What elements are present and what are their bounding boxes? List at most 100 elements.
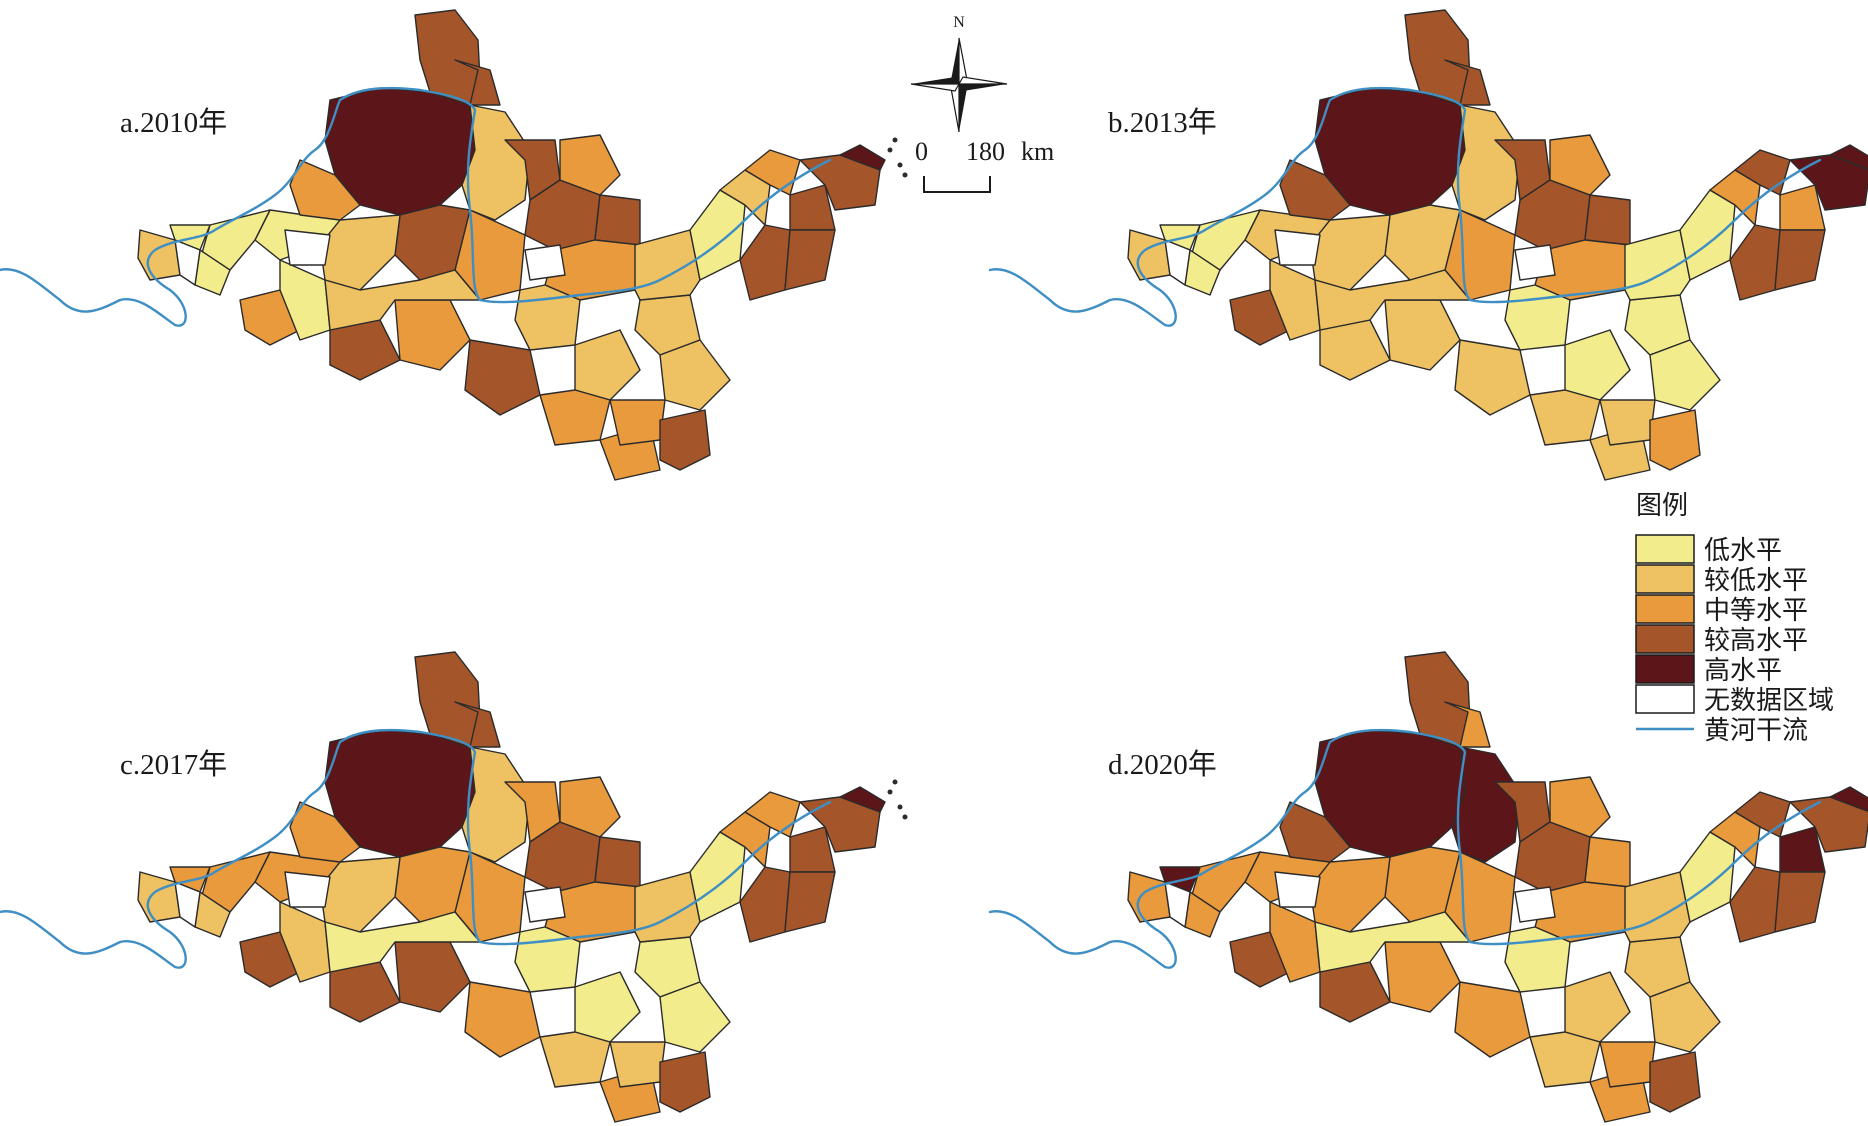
- island: [887, 147, 893, 153]
- no-data-area: [174, 881, 201, 928]
- region-shandong-w2: [689, 831, 746, 923]
- region-south-tip: [1649, 1051, 1701, 1113]
- region-guanzhong: [324, 269, 481, 331]
- region-henan-e2: [659, 981, 731, 1053]
- region-henan-c2: [539, 1031, 611, 1088]
- region-shanxi-c1: [1584, 836, 1631, 888]
- legend-swatch-medium: [1635, 594, 1695, 624]
- regions-a: [137, 9, 908, 481]
- region-shandong-w1: [1624, 229, 1691, 301]
- region-shanxi-c1: [594, 836, 641, 888]
- region-north-east-1: [1444, 701, 1491, 748]
- no-data-area: [284, 871, 331, 908]
- region-henan-w: [464, 981, 541, 1058]
- island: [892, 137, 898, 143]
- region-henan-e3: [609, 399, 666, 446]
- region-henan-w: [1454, 981, 1531, 1058]
- scale-end: 180: [966, 137, 1005, 166]
- no-data-area: [524, 886, 566, 923]
- region-shandong-w2: [1679, 831, 1736, 923]
- region-shandong-n: [744, 791, 801, 838]
- panel-label-b: b.2013年: [1108, 106, 1217, 139]
- region-shaanxi-s3: [394, 299, 471, 371]
- region-shaanxi-s2: [1319, 961, 1391, 1023]
- legend-swatch-high: [1635, 654, 1695, 684]
- region-shanxi-n: [1549, 776, 1611, 838]
- region-henan-e2: [1649, 339, 1721, 411]
- region-shanxi-n: [559, 776, 621, 838]
- panel-label-d: d.2020年: [1108, 748, 1217, 781]
- region-henan-c1: [574, 971, 641, 1043]
- legend-title: 图例: [1636, 491, 1688, 521]
- scale-bar: 0 180 km: [915, 137, 1054, 193]
- region-henan-e3: [1599, 1041, 1656, 1088]
- region-jiaodong-tip: [1829, 144, 1868, 170]
- region-henan-e3: [1599, 399, 1656, 446]
- map-panel-c: c.2017年: [0, 651, 908, 1123]
- region-ningxia: [1279, 159, 1351, 221]
- island: [892, 779, 898, 785]
- region-shaanxi-s3: [394, 941, 471, 1013]
- region-shaanxi-s2: [329, 319, 401, 381]
- region-jiaodong-tip: [839, 786, 886, 813]
- island: [887, 789, 893, 795]
- region-shaanxi-s3: [1384, 941, 1461, 1013]
- region-henan-c1: [1564, 971, 1631, 1043]
- region-shanxi-n: [559, 134, 621, 196]
- region-shandong-c2: [739, 224, 791, 301]
- regions-c: [137, 651, 908, 1123]
- regions-d: [1127, 651, 1868, 1123]
- north-letter: N: [953, 14, 965, 31]
- region-north-east-1: [454, 59, 501, 106]
- region-shaanxi-s1: [279, 901, 331, 983]
- region-shandong-coast2: [784, 229, 836, 291]
- no-data-area: [1514, 244, 1556, 281]
- no-data-area: [174, 239, 201, 286]
- region-east-of-ordos: [461, 104, 531, 221]
- legend-label-low: 低水平: [1704, 536, 1782, 566]
- region-south-tip: [659, 1051, 711, 1113]
- region-shandong-w2: [689, 189, 746, 281]
- region-shandong-w2: [1679, 189, 1736, 281]
- region-shanxi-n: [1549, 134, 1611, 196]
- region-east-of-ordos: [1451, 746, 1521, 863]
- no-data-area: [1274, 871, 1321, 908]
- legend-swatch-nodata: [1635, 684, 1695, 714]
- no-data-area: [524, 244, 566, 281]
- no-data-area: [1164, 881, 1191, 928]
- region-jiaodong-tip: [1829, 786, 1868, 812]
- region-henan-c1: [1564, 329, 1631, 401]
- region-shandong-coast2: [784, 871, 836, 933]
- region-shandong-c2: [739, 866, 791, 943]
- region-shandong-c2: [1729, 224, 1781, 301]
- region-shandong-c2: [1729, 866, 1781, 943]
- region-henan-c2: [539, 389, 611, 446]
- region-henan-e2: [1649, 981, 1721, 1053]
- scale-bar-line: [923, 176, 991, 193]
- region-shanxi-c1: [1584, 194, 1631, 246]
- map-panel-a: a.2010年: [0, 9, 908, 481]
- region-shandong-coast2: [1774, 871, 1826, 933]
- yellow-river-b: [988, 86, 1822, 327]
- region-henan-c1: [574, 329, 641, 401]
- region-shanxi-c1: [594, 194, 641, 246]
- scale-unit: km: [1021, 137, 1054, 166]
- legend-swatch-low: [1635, 534, 1695, 564]
- region-shandong-n: [1734, 149, 1791, 196]
- legend-label-high: 高水平: [1704, 656, 1782, 686]
- no-data-area: [284, 229, 331, 266]
- region-east-of-ordos: [1451, 104, 1521, 221]
- region-east-of-ordos: [461, 746, 531, 863]
- map-panel-b: b.2013年: [988, 9, 1868, 481]
- region-shandong-coast2: [1774, 229, 1826, 291]
- legend-label-medium: 中等水平: [1704, 596, 1808, 626]
- no-data-area: [1514, 886, 1556, 923]
- island: [897, 162, 903, 168]
- region-shandong-w1: [634, 229, 701, 301]
- region-henan-w: [1454, 339, 1531, 416]
- region-shaanxi-s1: [1269, 259, 1321, 341]
- legend-label-river: 黄河干流: [1704, 716, 1808, 746]
- no-data-area: [1274, 229, 1321, 266]
